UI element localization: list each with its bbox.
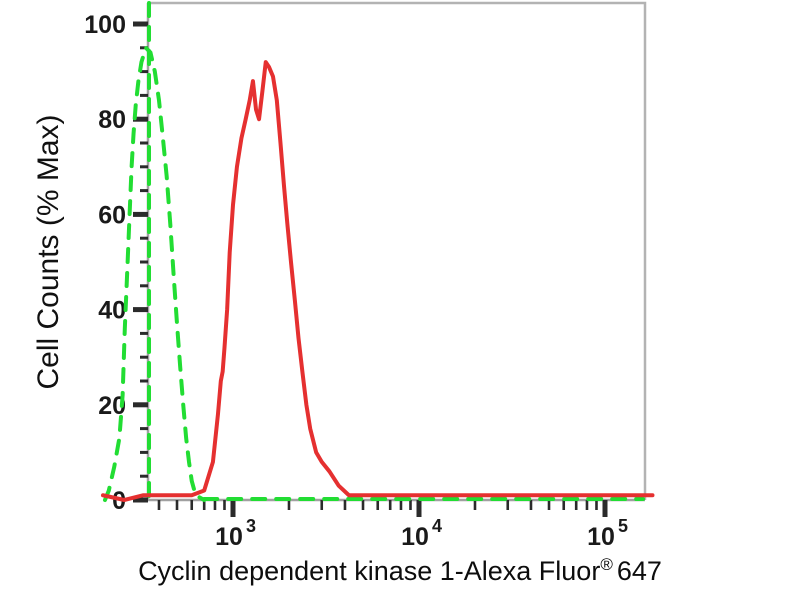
registered-trademark-icon: ®: [600, 555, 613, 574]
x-axis-tick-labels: 10 3 10 4 10 5: [215, 516, 628, 551]
y-axis-title: Cell Counts (% Max): [32, 114, 65, 389]
svg-text:10: 10: [215, 523, 243, 551]
y-axis-tick-label: 100: [84, 11, 126, 39]
x-axis-tick-label: 10 3: [215, 516, 256, 551]
y-axis-tick-label: 60: [98, 201, 126, 229]
svg-text:10: 10: [401, 523, 429, 551]
y-axis-tick-label: 80: [98, 106, 126, 134]
series-line-sample: [100, 60, 655, 502]
svg-text:4: 4: [432, 516, 442, 536]
plot-background: [148, 3, 645, 500]
x-axis-tick-label: 10 5: [587, 516, 628, 551]
x-axis-ticks: [157, 500, 608, 517]
x-axis-caption: Cyclin dependent kinase 1-Alexa Fluor® 64…: [0, 555, 800, 587]
caption-main-text: Cyclin dependent kinase 1-Alexa Fluor: [138, 556, 601, 586]
svg-text:10: 10: [587, 523, 615, 551]
caption-suffix-text: 647: [616, 556, 662, 586]
data-series-layer: [100, 1, 655, 502]
y-axis-tick-label: 40: [98, 297, 126, 325]
x-axis-tick-label: 10 4: [401, 516, 442, 551]
y-axis-tick-label: 0: [112, 487, 126, 515]
svg-text:3: 3: [246, 516, 256, 536]
svg-text:5: 5: [618, 516, 628, 536]
series-line-control: [102, 45, 207, 502]
